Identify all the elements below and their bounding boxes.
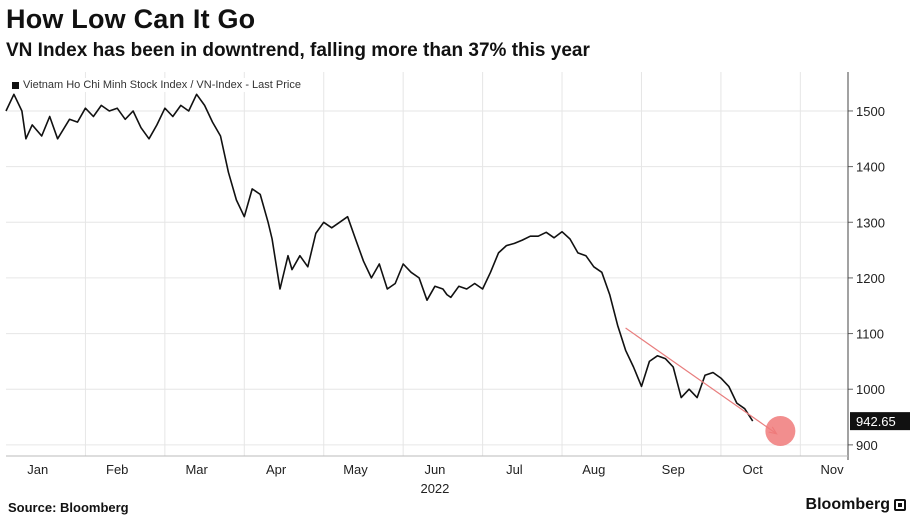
x-tick-label: Feb xyxy=(106,462,128,477)
last-point-marker xyxy=(765,415,796,446)
y-tick-label: 1300 xyxy=(856,215,885,230)
bloomberg-logo: Bloomberg xyxy=(806,496,906,514)
x-axis: Jan Feb Mar Apr May Jun Jul Aug Sep Oct Nov 2022 xyxy=(6,455,848,496)
chart-title: How Low Can It Go xyxy=(6,4,256,34)
x-tick-label: Sep xyxy=(662,462,685,477)
y-tick-label: 1200 xyxy=(856,271,885,286)
bloomberg-icon xyxy=(894,499,906,511)
y-tick-label: 1000 xyxy=(856,382,885,397)
legend: Vietnam Ho Chi Minh Stock Index / VN-Ind… xyxy=(8,78,307,92)
last-value-label: 942.65 xyxy=(856,414,896,429)
year-label: 2022 xyxy=(420,481,449,496)
x-tick-label: Jan xyxy=(27,462,48,477)
legend-swatch xyxy=(12,81,19,89)
series-group xyxy=(5,93,754,422)
x-tick-label: Oct xyxy=(743,462,764,477)
chart-subtitle: VN Index has been in downtrend, falling … xyxy=(6,40,590,61)
x-tick-label: Aug xyxy=(582,462,605,477)
x-tick-label: Jun xyxy=(424,462,445,477)
y-tick-label: 900 xyxy=(856,438,878,453)
grid xyxy=(6,72,848,456)
annotation-group: 942.65 xyxy=(625,327,910,446)
last-value-badge xyxy=(850,412,910,431)
x-tick-label: Jul xyxy=(506,462,523,477)
y-axis: 900 1000 1100 1200 1300 1400 1500 xyxy=(847,72,885,460)
x-tick-label: Mar xyxy=(185,462,208,477)
brand-name: Bloomberg xyxy=(805,496,890,513)
series-line-vn-index xyxy=(5,93,754,422)
legend-label: Vietnam Ho Chi Minh Stock Index / VN-Ind… xyxy=(23,79,301,91)
trend-arrow-line xyxy=(625,327,777,435)
y-tick-label: 1400 xyxy=(856,160,885,175)
y-tick-label: 1100 xyxy=(856,327,884,342)
y-tick-label: 1500 xyxy=(856,104,885,119)
x-tick-label: Nov xyxy=(821,462,845,477)
source-note: Source: Bloomberg xyxy=(8,500,129,515)
x-tick-label: Apr xyxy=(266,462,287,477)
x-tick-label: May xyxy=(343,462,368,477)
